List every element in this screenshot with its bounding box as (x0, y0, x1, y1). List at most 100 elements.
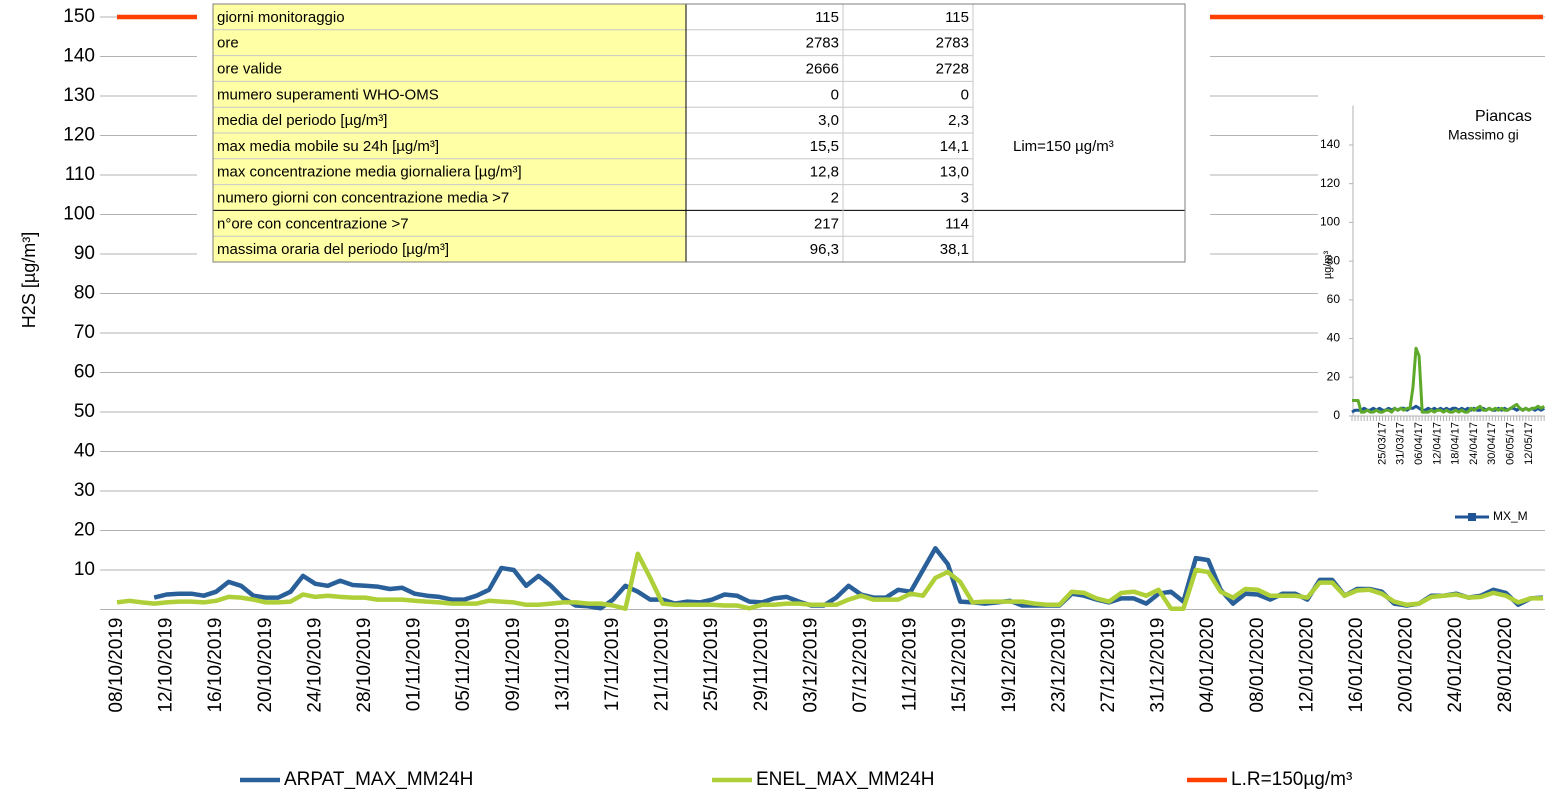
table-cell: 2666 (806, 60, 839, 77)
table-cell: mumero superamenti WHO-OMS (217, 86, 439, 103)
x-tick-label: 12/01/2020 (1296, 618, 1317, 713)
y-tick-label: 90 (74, 243, 95, 264)
table-cell: 15,5 (810, 138, 839, 155)
x-tick-label: 12/05/17 (1523, 422, 1535, 465)
legend-label: ARPAT_MAX_MM24H (284, 769, 473, 790)
y-tick-label: 40 (74, 441, 95, 462)
table-cell: media del periodo [µg/m³] (217, 112, 387, 129)
x-tick-label: 24/10/2019 (304, 618, 325, 713)
x-tick-label: 08/01/2020 (1247, 618, 1268, 713)
table-cell: ore valide (217, 60, 282, 77)
stats-table: giorni monitoraggio 115 115 ore 2783 2783 ore … (197, 0, 1210, 265)
x-tick-label: 05/11/2019 (453, 618, 474, 712)
x-tick-label: 16/01/2020 (1346, 618, 1367, 713)
y-tick-label: 20 (74, 520, 95, 541)
x-tick-label: 01/11/2019 (404, 618, 425, 712)
y-tick-label: 110 (65, 164, 95, 185)
y-tick-label: 140 (63, 46, 95, 67)
table-cell: 13,0 (940, 164, 969, 181)
y-tick-label: 120 (1320, 176, 1340, 190)
x-tick-label: 25/03/17 (1376, 422, 1388, 465)
table-cell: 14,1 (940, 138, 969, 155)
y-axis-title: µg/m³ (1322, 250, 1334, 279)
legend-label: MX_M (1493, 509, 1528, 523)
y-tick-label: 20 (1327, 369, 1341, 383)
y-tick-label: 130 (63, 85, 95, 106)
y-tick-label: 0 (1333, 408, 1340, 422)
table-cell: massima oraria del periodo [µg/m³] (217, 241, 449, 258)
table-cell: Lim=150 µg/m³ (1013, 138, 1114, 155)
table-cell: max concentrazione media giornaliera [µg… (217, 164, 522, 181)
x-tick-label: 09/11/2019 (503, 618, 524, 712)
series-line (1352, 346, 1545, 414)
x-tick-label: 28/10/2019 (354, 618, 375, 713)
table-cell: 2,3 (948, 112, 969, 129)
x-tick-label: 19/12/2019 (999, 618, 1020, 713)
x-tick-label: 11/12/2019 (900, 618, 921, 712)
y-tick-label: 70 (74, 322, 95, 343)
x-tick-label: 23/12/2019 (1048, 618, 1069, 713)
table-cell: ore (217, 35, 239, 52)
x-tick-label: 20/01/2020 (1396, 618, 1417, 713)
y-tick-label: 120 (63, 125, 95, 146)
legend-label: ENEL_MAX_MM24H (756, 769, 934, 790)
x-tick-label: 06/05/17 (1505, 422, 1517, 465)
table-cell: 114 (945, 215, 969, 232)
y-tick-label: 10 (74, 559, 95, 580)
y-tick-label: 50 (74, 401, 95, 422)
x-tick-label: 29/11/2019 (751, 618, 772, 712)
x-tick-label: 24/01/2020 (1445, 618, 1466, 713)
x-tick-label: 24/04/17 (1468, 422, 1480, 465)
y-tick-label: 80 (1327, 253, 1341, 267)
y-tick-label: 60 (1327, 292, 1341, 306)
table-cell: 12,8 (810, 164, 839, 181)
x-tick-label: 21/11/2019 (652, 618, 673, 712)
x-tick-label: 28/01/2020 (1495, 618, 1516, 713)
y-tick-label: 40 (1327, 331, 1341, 345)
table-border (212, 3, 1186, 263)
y-tick-label: 100 (63, 204, 95, 225)
y-tick-label: 150 (63, 6, 95, 27)
inset-chart: 0 20 40 60 80 100 120 140 25/03/17 31/03/17 06/04/… (1318, 85, 1545, 525)
x-tick-label: 07/12/2019 (850, 618, 871, 713)
table-cell: 0 (961, 86, 969, 103)
legend-marker (1468, 513, 1476, 521)
x-tick-label: 30/04/17 (1486, 422, 1498, 465)
x-tick-label: 03/12/2019 (800, 618, 821, 713)
x-tick-label: 04/01/2020 (1197, 618, 1218, 713)
series-line (116, 551, 1543, 611)
x-tick-label: 08/10/2019 (106, 618, 127, 713)
inset-background (1318, 85, 1545, 525)
table-cell: 115 (815, 9, 839, 26)
x-tick-label: 15/12/2019 (949, 617, 970, 712)
chart-subtitle: Massimo gi (1448, 127, 1519, 143)
y-tick-label: 140 (1320, 137, 1340, 151)
table-cell: 2783 (806, 35, 839, 52)
x-tick-label: 20/10/2019 (255, 618, 276, 713)
table-cell: max media mobile su 24h [µg/m³] (217, 138, 439, 155)
x-tick-label: 27/12/2019 (1098, 618, 1119, 713)
chart-title: Piancas (1475, 108, 1532, 125)
y-tick-label: 100 (1320, 215, 1340, 229)
table-cell: 217 (814, 215, 839, 232)
table-cell: 3,0 (818, 112, 839, 129)
x-tick-label: 25/11/2019 (701, 618, 722, 712)
y-axis-title: H2S [µg/m³] (19, 232, 39, 328)
table-cell: giorni monitoraggio (217, 9, 345, 26)
x-tick-label: 18/04/17 (1450, 422, 1462, 465)
table-cell: 115 (945, 9, 969, 26)
table-cell: 0 (831, 86, 839, 103)
y-tick-label: 30 (74, 480, 95, 501)
table-cell: 3 (961, 189, 969, 206)
table-cell: 96,3 (810, 241, 839, 258)
x-tick-label: 16/10/2019 (205, 618, 226, 713)
x-tick-label: 31/12/2019 (1148, 618, 1169, 713)
legend-label: L.R=150µg/m³ (1231, 769, 1352, 790)
x-tick-label: 06/04/17 (1413, 422, 1425, 465)
x-tick-label: 12/04/17 (1431, 422, 1443, 465)
x-tick-label: 31/03/17 (1395, 422, 1407, 465)
table-cell: 2783 (936, 35, 969, 52)
x-tick-label: 13/11/2019 (552, 618, 573, 712)
x-tick-label: 17/11/2019 (602, 618, 623, 712)
